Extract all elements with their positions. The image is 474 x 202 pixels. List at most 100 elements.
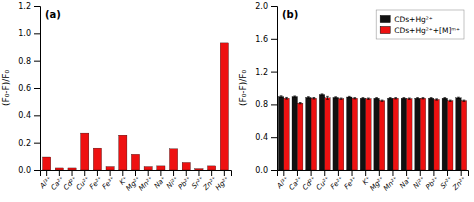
bar bbox=[319, 95, 324, 170]
error-bar bbox=[443, 98, 446, 99]
x-tick: Pb²⁺ bbox=[424, 170, 441, 191]
error-bar bbox=[375, 98, 378, 99]
tick-label: Cu²⁺ bbox=[315, 175, 332, 192]
tick-label: Fe²⁺ bbox=[329, 175, 345, 191]
error-bar bbox=[422, 98, 425, 99]
bar bbox=[325, 98, 330, 170]
x-tick: Pb²⁺ bbox=[177, 170, 194, 191]
legend-item: CDs+Hg²⁺+[M]ᵐ⁺ bbox=[380, 26, 460, 35]
y-tick: 1.2 bbox=[255, 68, 277, 77]
tick-mark bbox=[271, 104, 277, 105]
x-tick: Cu²⁺ bbox=[75, 170, 92, 192]
axis-line bbox=[34, 7, 41, 171]
bar bbox=[55, 168, 63, 170]
bar bbox=[131, 154, 139, 170]
x-tick: Hg²⁺ bbox=[214, 170, 231, 192]
tick-label: Fe³⁺ bbox=[343, 175, 359, 191]
bar bbox=[119, 135, 127, 170]
y-tick: 0.8 bbox=[255, 100, 277, 109]
tick-label: Pb²⁺ bbox=[424, 175, 441, 192]
bar bbox=[169, 149, 177, 170]
error-bar bbox=[312, 98, 315, 99]
tick-mark bbox=[34, 6, 40, 7]
y-tick: 0.0 bbox=[18, 166, 40, 175]
tick-label: Zn²⁺ bbox=[450, 175, 468, 193]
y-tick: 1.6 bbox=[255, 35, 277, 44]
x-tick: Zn²⁺ bbox=[450, 170, 468, 193]
legend-label: CDs+Hg²⁺ bbox=[394, 15, 433, 24]
bar bbox=[338, 99, 343, 170]
y-tick: 2.0 bbox=[255, 2, 277, 11]
error-bar bbox=[326, 96, 329, 99]
error-bar bbox=[416, 98, 419, 99]
y-tick: 1.0 bbox=[18, 29, 40, 38]
axis-line bbox=[278, 171, 469, 177]
bar bbox=[388, 98, 393, 170]
bar bbox=[182, 162, 190, 170]
x-tick: Na⁺ bbox=[153, 170, 168, 190]
bar bbox=[456, 98, 461, 170]
error-bar bbox=[299, 103, 302, 104]
bar bbox=[93, 148, 101, 170]
tick-label: 0.4 bbox=[255, 133, 268, 142]
bar bbox=[434, 99, 439, 170]
bar bbox=[360, 98, 365, 170]
bar bbox=[415, 98, 420, 170]
tick-mark bbox=[34, 33, 40, 34]
y-axis-title: (F₀-F)/F₀ bbox=[238, 70, 248, 106]
tick-label: 0.6 bbox=[18, 84, 31, 93]
bar bbox=[366, 99, 371, 170]
bar bbox=[292, 97, 297, 170]
tick-label: 1.0 bbox=[18, 29, 31, 38]
x-tick: Fe³⁺ bbox=[101, 170, 117, 191]
bar bbox=[208, 166, 216, 170]
tick-mark bbox=[34, 115, 40, 116]
tick-label: 0.0 bbox=[18, 166, 31, 175]
tick-mark bbox=[271, 170, 277, 171]
tick-label: Ni²⁺ bbox=[412, 175, 428, 191]
tick-label: Cd²⁺ bbox=[301, 175, 318, 192]
axis-line bbox=[271, 7, 278, 171]
error-bar bbox=[457, 97, 460, 98]
legend-swatch bbox=[380, 27, 390, 34]
error-bar bbox=[285, 97, 288, 99]
error-bar bbox=[408, 98, 411, 99]
x-axis: Al³⁺Ca²⁺Cd²⁺Cu²⁺Fe²⁺Fe³⁺K⁺Mg²⁺Mn²⁺Na⁺Ni²… bbox=[38, 170, 232, 193]
legend-item: CDs+Hg²⁺ bbox=[380, 15, 433, 24]
x-tick: Fe³⁺ bbox=[343, 170, 359, 191]
tick-label: 0.0 bbox=[255, 166, 268, 175]
panel-label: (b) bbox=[282, 9, 298, 20]
error-bar bbox=[381, 100, 384, 101]
error-bar bbox=[389, 98, 392, 99]
tick-label: 0.8 bbox=[255, 100, 268, 109]
bar bbox=[157, 166, 165, 170]
bar bbox=[333, 97, 338, 170]
bar bbox=[379, 101, 384, 170]
tick-mark bbox=[34, 61, 40, 62]
tick-label: Mg²⁺ bbox=[368, 175, 386, 193]
legend: CDs+Hg²⁺ CDs+Hg²⁺+[M]ᵐ⁺ bbox=[376, 10, 464, 39]
bar bbox=[374, 98, 379, 170]
panel: 0.00.40.81.21.62.0Al³⁺Ca²⁺Cd²⁺Cu²⁺Fe²⁺Fe… bbox=[238, 2, 469, 193]
tick-mark bbox=[34, 143, 40, 144]
y-axis: 0.0 0.4 0.8 1.2 1.6 2.0 bbox=[255, 2, 277, 175]
y-tick: 1.2 bbox=[18, 2, 40, 11]
bar bbox=[195, 169, 203, 170]
x-tick: Mn²⁺ bbox=[137, 170, 155, 193]
y-tick: 0.0 bbox=[255, 166, 277, 175]
x-tick: Na⁺ bbox=[398, 170, 413, 190]
bar bbox=[81, 133, 89, 170]
y-tick: 0.4 bbox=[255, 133, 277, 142]
error-bar bbox=[403, 98, 406, 99]
bar bbox=[393, 98, 398, 170]
y-axis-title: (F₀-F)/F₀ bbox=[1, 70, 11, 106]
tick-label: Mn²⁺ bbox=[382, 175, 400, 193]
tick-mark bbox=[271, 39, 277, 40]
x-tick: Cd²⁺ bbox=[301, 170, 318, 192]
error-bar bbox=[307, 97, 310, 98]
error-bar bbox=[463, 100, 466, 101]
error-bar bbox=[280, 96, 283, 98]
y-tick: 0.8 bbox=[18, 57, 40, 66]
bar bbox=[306, 97, 311, 170]
tick-label: Ca²⁺ bbox=[288, 175, 305, 192]
